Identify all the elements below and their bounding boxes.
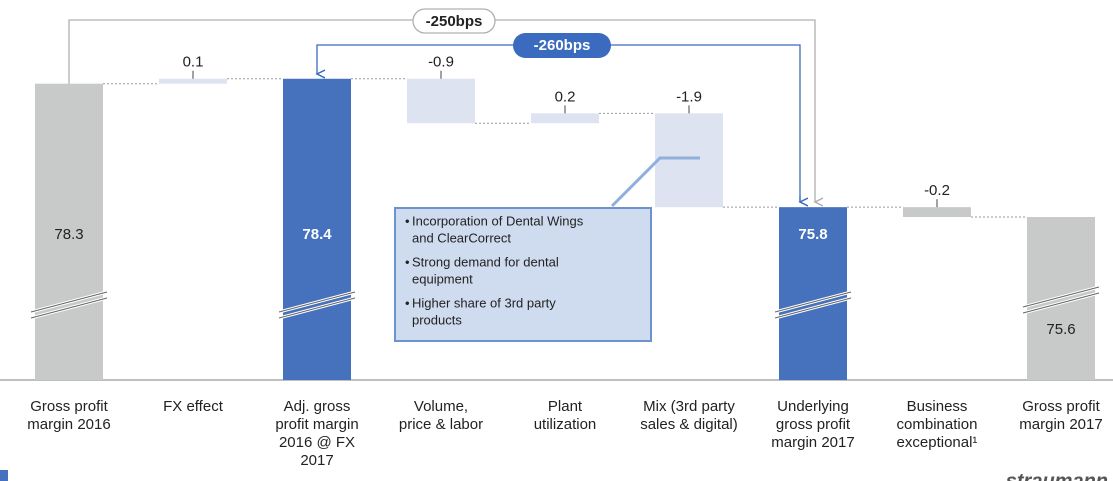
value-label: -0.2 xyxy=(924,182,950,199)
axis-break xyxy=(1022,292,1100,314)
callout-pointer xyxy=(610,156,700,208)
x-tick-label: utilization xyxy=(534,416,597,433)
axis-break xyxy=(278,291,356,313)
callout-bullet: • xyxy=(405,295,410,310)
x-tick-label: Gross profit xyxy=(30,398,108,415)
bar xyxy=(407,78,475,124)
callout-text: Incorporation of Dental Wings xyxy=(412,213,584,228)
x-tick-label: profit margin xyxy=(275,416,358,433)
x-tick-label: Underlying xyxy=(777,398,849,415)
x-tick-label: 2016 @ FX xyxy=(279,434,355,451)
axis-break xyxy=(30,297,108,319)
corner-mark xyxy=(0,470,8,481)
value-label: 0.1 xyxy=(183,54,204,71)
logo: straumann xyxy=(1006,470,1108,481)
callout-bullet: • xyxy=(405,254,410,269)
x-tick-label: price & labor xyxy=(399,416,483,433)
value-label: 75.6 xyxy=(1046,321,1075,338)
value-label: 75.8 xyxy=(798,226,827,243)
annotation-pill xyxy=(513,33,611,58)
axis-break xyxy=(774,291,852,313)
x-tick-label: Adj. gross xyxy=(284,398,351,415)
callout-text: Higher share of 3rd party xyxy=(412,295,556,310)
x-tick-label: Mix (3rd party xyxy=(643,398,735,415)
bar xyxy=(159,78,227,84)
bar xyxy=(903,207,971,218)
x-tick-label: combination xyxy=(897,416,978,433)
axis-break xyxy=(278,297,356,319)
axis-break xyxy=(774,297,852,319)
bar xyxy=(779,207,847,380)
x-tick-label: sales & digital) xyxy=(640,416,738,433)
callout-text: Strong demand for dental xyxy=(412,254,559,269)
bar xyxy=(655,113,723,208)
annotation: -250bps xyxy=(426,13,483,30)
x-tick-label: margin 2017 xyxy=(1019,416,1102,433)
annotation: -260bps xyxy=(534,37,591,54)
x-tick-label: exceptional¹ xyxy=(897,434,978,451)
x-tick-label: margin 2016 xyxy=(27,416,110,433)
bar xyxy=(531,113,599,124)
bracket-line xyxy=(317,44,801,202)
callout-text: equipment xyxy=(412,271,473,286)
x-tick-label: 2017 xyxy=(300,452,333,469)
bar xyxy=(35,83,103,380)
x-tick-label: FX effect xyxy=(163,398,224,415)
callout-text: products xyxy=(412,312,462,327)
x-tick-label: Gross profit xyxy=(1022,398,1100,415)
value-label: -1.9 xyxy=(676,88,702,105)
value-label: -0.9 xyxy=(428,54,454,71)
value-label: 78.3 xyxy=(54,226,83,243)
bar xyxy=(283,78,351,380)
axis-break xyxy=(30,291,108,313)
x-tick-label: Business xyxy=(907,398,968,415)
axis-break xyxy=(1022,286,1100,308)
x-tick-label: gross profit xyxy=(776,416,851,433)
x-tick-label: margin 2017 xyxy=(771,434,854,451)
callout-box xyxy=(394,207,652,342)
x-tick-label: Volume, xyxy=(414,398,468,415)
callout-text: and ClearCorrect xyxy=(412,230,511,245)
callout-bullet: • xyxy=(405,213,410,228)
annotation-pill xyxy=(412,8,496,34)
x-tick-label: Plant xyxy=(548,398,583,415)
value-label: 0.2 xyxy=(555,88,576,105)
value-label: 78.4 xyxy=(302,226,332,243)
